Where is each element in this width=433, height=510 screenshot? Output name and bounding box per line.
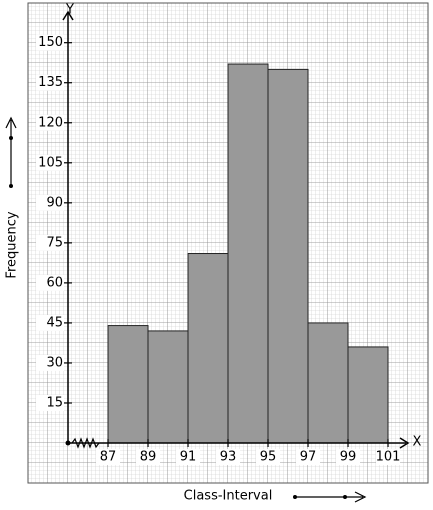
y-tick-label: 75 <box>46 235 63 250</box>
axis-break <box>71 437 100 449</box>
x-tick-label: 93 <box>220 450 237 465</box>
y-tick-label: 105 <box>38 155 63 170</box>
y-tick-label-bg <box>36 74 64 91</box>
y-tick-label: 120 <box>38 115 63 130</box>
x-tick-label-bg <box>296 449 320 465</box>
bar <box>227 63 269 444</box>
y-tick-label: 30 <box>46 355 63 370</box>
y-tick-label: 90 <box>46 195 63 210</box>
bar <box>107 325 149 444</box>
x-tick-label-bg <box>136 449 160 465</box>
y-tick-label: 45 <box>46 315 63 330</box>
y-tick-label: 135 <box>38 75 63 90</box>
x-axis-name: X <box>413 435 422 450</box>
x-tick-label-bg <box>256 449 280 465</box>
y-arrow-dot <box>9 136 13 140</box>
y-axis-arrow <box>62 10 74 21</box>
x-arrow <box>295 491 367 503</box>
y-tick-label: 15 <box>46 395 63 410</box>
y-axis-name: Y <box>65 3 74 18</box>
x-tick-label: 89 <box>140 450 157 465</box>
x-tick-label-bg <box>176 449 200 465</box>
y-tick-label-bg <box>36 114 64 131</box>
bar <box>347 346 389 444</box>
x-tick-label: 87 <box>100 450 117 465</box>
y-arrow-dot <box>9 184 13 188</box>
y-axis-label: Frequency <box>5 211 20 278</box>
x-tick-label: 97 <box>300 450 317 465</box>
x-tick-label-bg <box>376 449 400 465</box>
x-arrow-dot <box>293 495 297 499</box>
x-tick-label-bg <box>96 449 120 465</box>
y-tick-label-bg <box>36 154 64 171</box>
y-tick-label-bg <box>36 194 64 211</box>
bar <box>267 68 309 444</box>
origin <box>65 440 71 446</box>
x-axis-arrow <box>399 437 410 449</box>
x-arrow-dot <box>343 495 347 499</box>
bar <box>307 322 349 444</box>
x-tick-label: 101 <box>376 450 401 465</box>
x-axis-label: Class-Interval <box>184 489 273 504</box>
x-tick-label-bg <box>216 449 240 465</box>
x-tick-label-bg <box>336 449 360 465</box>
y-tick-label: 60 <box>46 275 63 290</box>
y-tick-label-bg <box>36 314 64 331</box>
x-tick-label: 99 <box>340 450 357 465</box>
bar <box>187 253 229 444</box>
y-tick-label-bg <box>36 394 64 411</box>
x-tick-label: 95 <box>260 450 277 465</box>
y-tick-label-bg <box>36 234 64 251</box>
y-tick-label-bg <box>36 274 64 291</box>
y-arrow <box>5 116 17 186</box>
y-tick-label-bg <box>36 34 64 51</box>
y-tick-label-bg <box>36 354 64 371</box>
x-tick-label: 91 <box>180 450 197 465</box>
y-tick-label: 150 <box>38 35 63 50</box>
bar <box>147 330 189 444</box>
